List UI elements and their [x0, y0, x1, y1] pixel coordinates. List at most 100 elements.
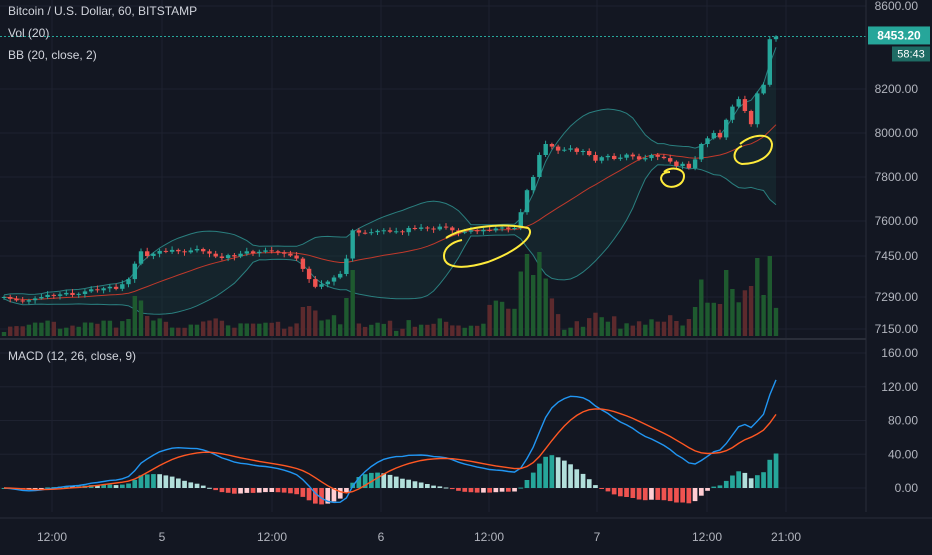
time-tick-label: 5 — [159, 530, 166, 544]
price-tick-label: 7290.00 — [875, 290, 919, 304]
price-tick-label: 8200.00 — [875, 82, 919, 96]
macd-histogram-bar — [618, 488, 623, 497]
volume-bar — [194, 324, 200, 336]
candle-body — [14, 298, 19, 301]
candle — [182, 249, 187, 256]
candle-body — [767, 39, 772, 85]
macd-histogram-bar — [518, 487, 524, 489]
candle-body — [201, 249, 206, 252]
candle — [686, 161, 692, 170]
candle-body — [468, 230, 474, 232]
macd-histogram-bar — [45, 487, 50, 489]
volume-bar — [325, 319, 330, 336]
candle — [238, 250, 243, 259]
macd-histogram-bar — [176, 478, 181, 488]
macd-histogram-bar — [674, 488, 679, 503]
candle — [45, 291, 50, 300]
volume-bar — [82, 322, 88, 336]
macd-indicator-label[interactable]: MACD (12, 26, close, 9) — [8, 349, 137, 363]
volume-bar — [126, 319, 131, 336]
volume-bar — [39, 322, 44, 336]
candle-body — [1, 297, 7, 298]
volume-bar — [188, 324, 193, 336]
candle-body — [70, 292, 75, 295]
candle-body — [369, 232, 374, 234]
volume-bar — [680, 325, 685, 336]
volume-bar — [269, 322, 274, 336]
candle-body — [499, 227, 505, 229]
volume-bar — [418, 324, 424, 336]
annotation-circle — [442, 224, 531, 268]
time-axis[interactable]: 12:00 5 12:00 6 12:00 7 12:00 21:00 — [0, 517, 932, 544]
candle-body — [475, 230, 480, 232]
candle-body — [717, 133, 723, 138]
candle — [213, 250, 218, 259]
volume-bar — [89, 322, 94, 336]
macd-histogram-bar — [393, 476, 399, 488]
volume-bar — [412, 326, 418, 336]
time-tick-label: 12:00 — [257, 530, 287, 544]
candle — [692, 156, 698, 171]
macd-histogram-bar — [381, 473, 387, 488]
price-tick-label: 7600.00 — [875, 214, 919, 228]
macd-histogram-bar — [562, 460, 567, 488]
macd-histogram-bar — [120, 484, 125, 488]
candle-body — [82, 291, 88, 294]
volume-bar — [163, 321, 169, 336]
macd-histogram-bar — [256, 488, 262, 493]
candle-body — [269, 250, 274, 252]
bollinger-indicator-label[interactable]: BB (20, close, 2) — [8, 48, 97, 62]
candle-body — [176, 249, 181, 252]
candle-body — [524, 190, 530, 213]
volume-bar — [549, 298, 555, 336]
candle-body — [250, 251, 256, 254]
macd-tick-label: 160.00 — [881, 346, 918, 360]
candle — [580, 149, 586, 156]
volume-bar — [711, 302, 716, 336]
macd-histogram-bar — [319, 488, 324, 505]
price-axis[interactable]: 8600.00 8200.00 8000.00 7800.00 7600.00 7450.… — [865, 0, 932, 512]
candle — [711, 130, 716, 140]
candle — [369, 228, 374, 236]
macd-histogram-bar — [163, 475, 169, 488]
volume-bar — [692, 307, 698, 336]
volume-bar — [475, 325, 480, 336]
macd-histogram-bar — [132, 479, 138, 488]
macd-histogram-bar — [512, 488, 517, 492]
candle-body — [543, 144, 548, 155]
volume-bar — [450, 325, 455, 336]
candle-body — [188, 250, 193, 253]
candle — [524, 188, 530, 215]
macd-histogram-bar — [537, 463, 542, 488]
candle — [450, 226, 455, 234]
macd-histogram-bar — [655, 488, 661, 500]
volume-bar — [636, 321, 642, 336]
macd-histogram-bar — [443, 487, 449, 489]
macd-histogram-bar — [493, 488, 499, 493]
candle-body — [562, 149, 567, 151]
macd-histogram-bar — [699, 488, 704, 496]
macd-histogram-bar — [95, 485, 100, 488]
volume-bar — [387, 320, 393, 336]
candle-body — [692, 159, 698, 169]
macd-histogram-bar — [238, 488, 243, 494]
volume-bar — [101, 320, 106, 336]
macd-histogram-bar — [667, 488, 673, 502]
volume-indicator-label[interactable]: Vol (20) — [8, 26, 50, 40]
time-tick-label: 7 — [594, 530, 601, 544]
candle-body — [95, 289, 100, 291]
candle-body — [257, 251, 262, 254]
symbol-title[interactable]: Bitcoin / U.S. Dollar, 60, BITSTAMP — [8, 4, 198, 18]
candle-body — [443, 226, 449, 228]
candle — [543, 140, 548, 157]
candle-body — [219, 256, 225, 258]
candle-body — [381, 230, 386, 232]
candle — [14, 296, 19, 302]
volume-bar — [456, 325, 461, 336]
macd-histogram-bar — [624, 488, 629, 497]
macd-histogram-bar — [369, 472, 374, 488]
candle-body — [89, 289, 94, 292]
candle-body — [207, 251, 212, 254]
candle — [705, 136, 710, 148]
